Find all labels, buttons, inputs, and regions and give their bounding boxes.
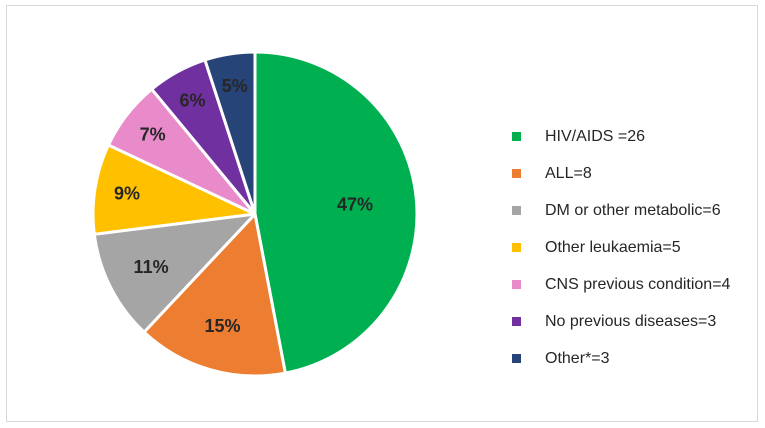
chart-legend: HIV/AIDS =26 ALL=8 DM or other metabolic=6… — [512, 118, 730, 377]
legend-swatch — [512, 132, 521, 141]
legend-swatch — [512, 169, 521, 178]
pie-slice — [142, 212, 287, 378]
slice-data-label: 9% — [114, 184, 140, 204]
legend-item: CNS previous condition=4 — [512, 266, 730, 303]
pie-slice — [203, 50, 257, 216]
legend-swatch — [512, 243, 521, 252]
pie-slice — [253, 50, 419, 375]
legend-swatch — [512, 317, 521, 326]
slice-data-label: 15% — [204, 316, 240, 336]
legend-label: CNS previous condition=4 — [545, 275, 731, 293]
legend-label: DM or other metabolic=6 — [545, 201, 721, 219]
legend-label: HIV/AIDS =26 — [545, 127, 646, 145]
legend-swatch — [512, 206, 521, 215]
slice-data-label: 5% — [222, 76, 248, 96]
legend-item: Other leukaemia=5 — [512, 229, 730, 266]
legend-swatch — [512, 280, 521, 289]
slice-data-label: 11% — [134, 257, 169, 277]
legend-label: Other*=3 — [545, 349, 610, 367]
legend-label: No previous diseases=3 — [545, 312, 717, 330]
legend-label: Other leukaemia=5 — [545, 238, 681, 256]
legend-label: ALL=8 — [545, 164, 592, 182]
slice-data-label: 6% — [180, 90, 206, 110]
legend-swatch — [512, 354, 521, 363]
legend-item: HIV/AIDS =26 — [512, 118, 730, 155]
slice-data-label: 47% — [337, 195, 373, 215]
legend-item: No previous diseases=3 — [512, 303, 730, 340]
legend-item: DM or other metabolic=6 — [512, 192, 730, 229]
legend-item: Other*=3 — [512, 340, 730, 377]
slice-data-label: 7% — [140, 125, 166, 145]
pie-slice — [91, 143, 257, 236]
legend-item: ALL=8 — [512, 155, 730, 192]
pie-slice — [92, 212, 257, 334]
